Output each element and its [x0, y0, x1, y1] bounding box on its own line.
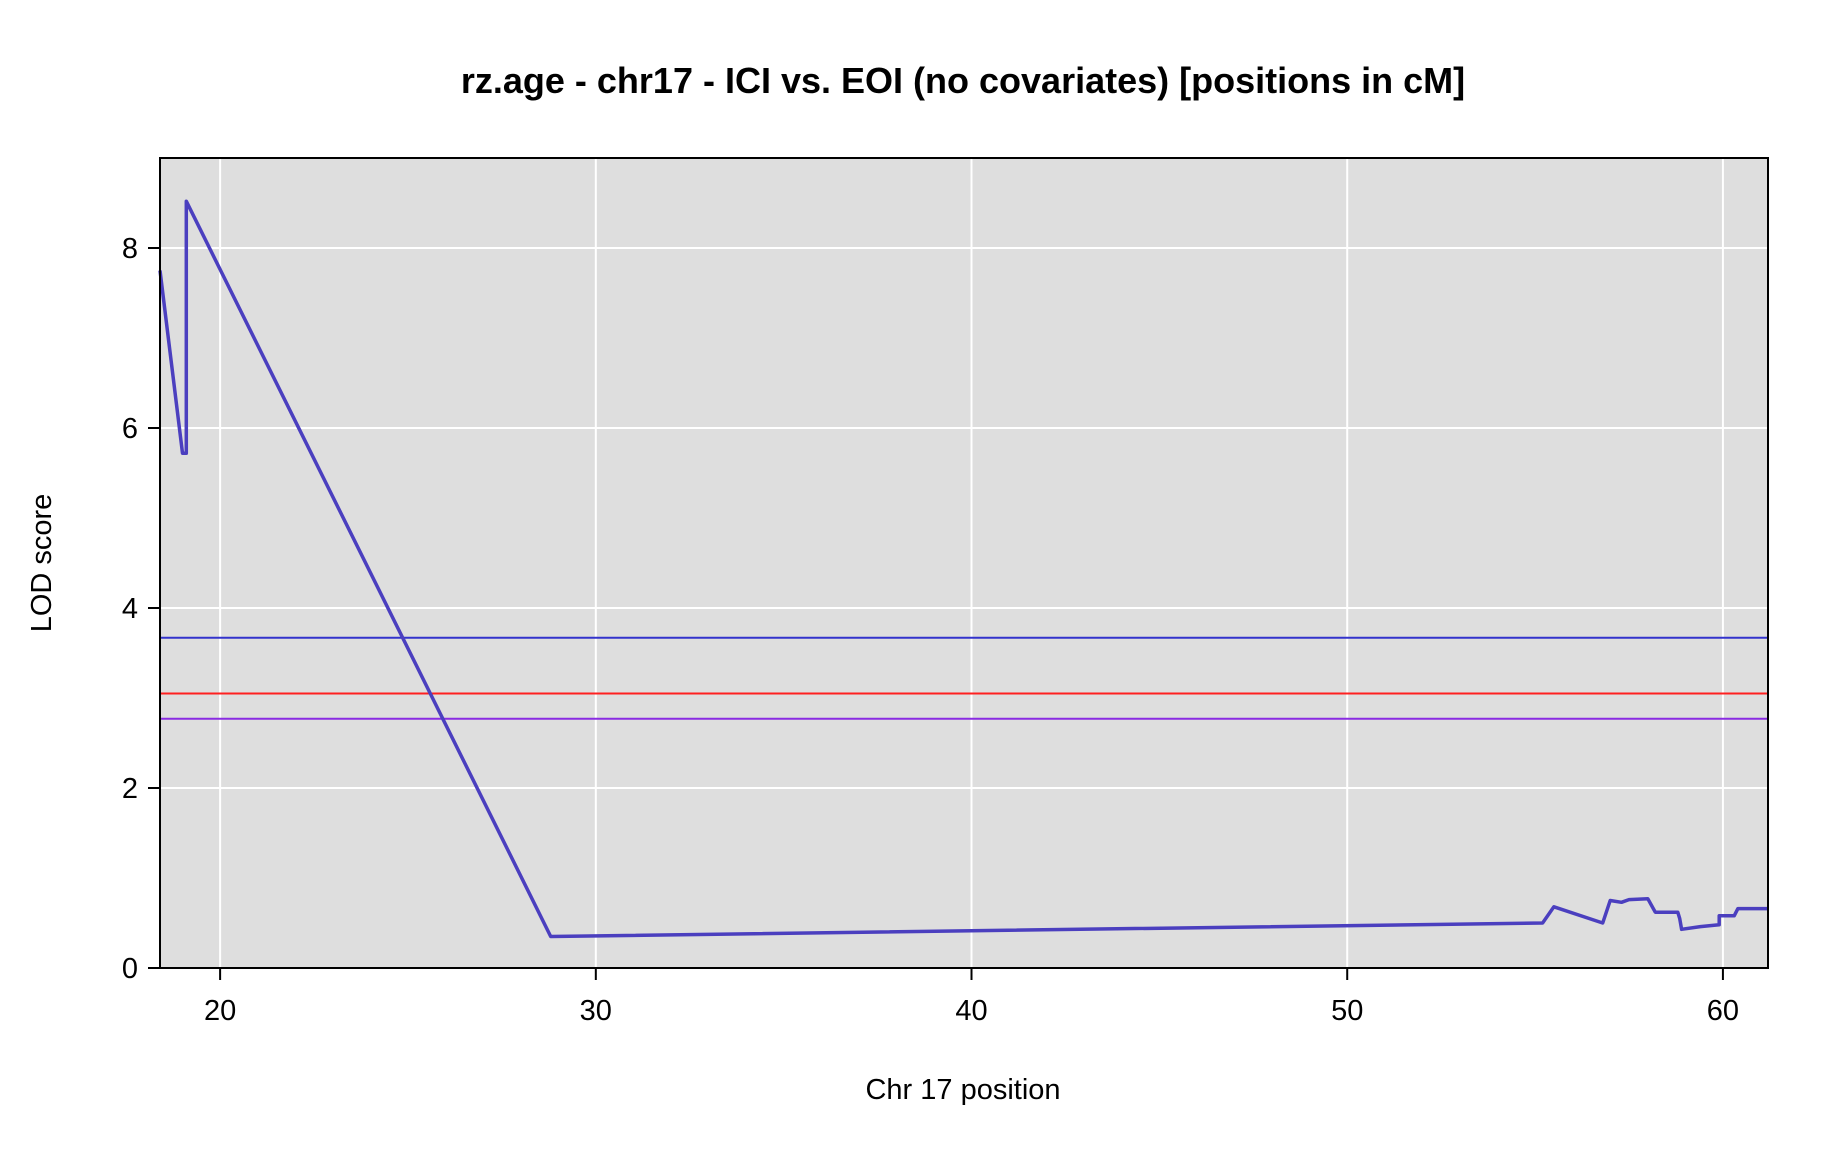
- x-tick-label: 50: [1331, 995, 1363, 1027]
- x-axis-label: Chr 17 position: [865, 1074, 1060, 1106]
- y-axis: 0 2 4 6 8: [122, 233, 160, 985]
- series-group: [158, 199, 1768, 939]
- x-tick-label: 40: [955, 995, 987, 1027]
- x-tick-label: 60: [1707, 995, 1739, 1027]
- plot-background: [160, 158, 1768, 968]
- y-tick-label: 6: [122, 413, 138, 445]
- lod-series-line: [158, 199, 1768, 939]
- y-tick-label: 8: [122, 233, 138, 265]
- x-tick-label: 30: [580, 995, 612, 1027]
- x-tick-label: 20: [204, 995, 236, 1027]
- y-tick-label: 0: [122, 953, 138, 985]
- plot-frame: [159, 157, 1769, 969]
- y-tick-label: 2: [122, 773, 138, 805]
- threshold-lines: [160, 636, 1768, 720]
- y-tick-label: 4: [122, 593, 138, 625]
- x-axis: 20 30 40 50 60: [204, 968, 1739, 1027]
- chart-title: rz.age - chr17 - ICI vs. EOI (no covaria…: [461, 60, 1465, 101]
- y-axis-label: LOD score: [26, 494, 58, 633]
